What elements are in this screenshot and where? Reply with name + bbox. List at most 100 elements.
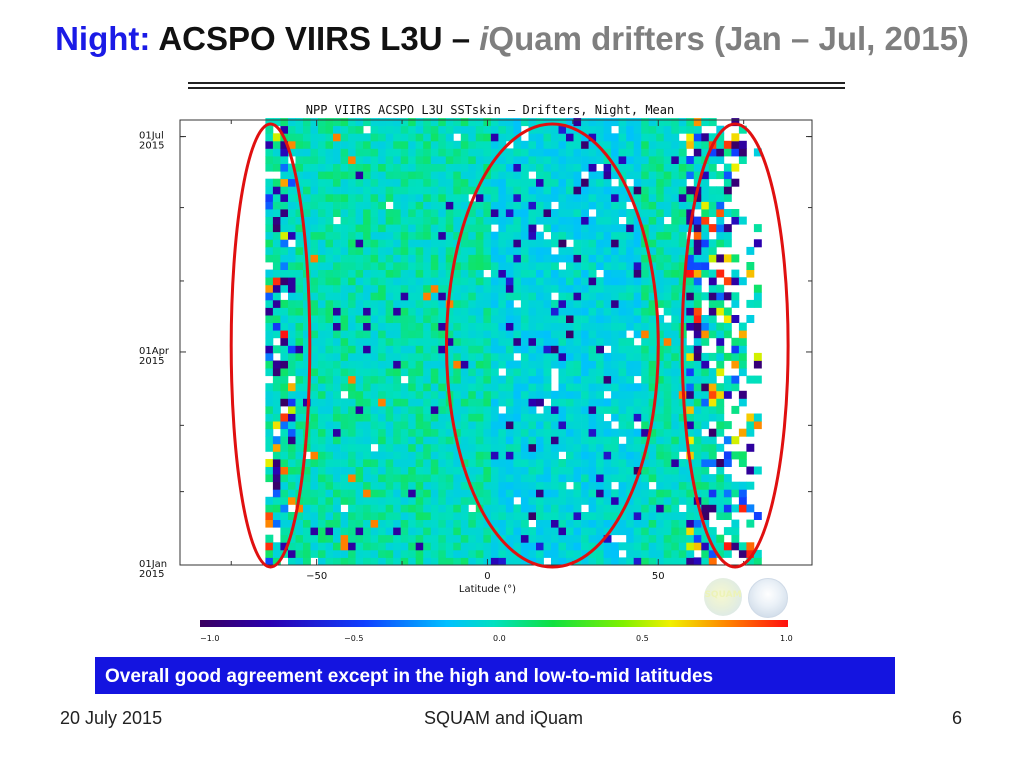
heatmap-cell	[678, 216, 687, 225]
heatmap-cell	[626, 352, 635, 361]
heatmap-cell	[438, 299, 447, 308]
heatmap-cell	[288, 383, 296, 392]
heatmap-cell	[573, 504, 582, 513]
heatmap-cell	[633, 360, 642, 369]
heatmap-cell	[490, 254, 499, 263]
heatmap-cell	[611, 277, 619, 286]
heatmap-cell	[543, 292, 552, 301]
heatmap-cell	[596, 549, 604, 558]
heatmap-cell	[686, 307, 695, 316]
heatmap-cell	[408, 489, 417, 498]
heatmap-cell	[490, 148, 499, 157]
heatmap-cell	[528, 383, 537, 392]
heatmap-cell	[678, 542, 687, 551]
heatmap-cell	[378, 148, 386, 157]
heatmap-cell	[513, 178, 522, 187]
heatmap-cell	[280, 148, 289, 157]
heatmap-cell	[566, 246, 574, 255]
heatmap-cell	[648, 299, 657, 308]
heatmap-cell	[340, 534, 349, 543]
heatmap-cell	[723, 542, 732, 551]
heatmap-cell	[483, 345, 492, 354]
heatmap-cell	[498, 352, 507, 361]
heatmap-cell	[663, 413, 672, 422]
heatmap-cell	[423, 193, 432, 202]
heatmap-cell	[686, 436, 695, 445]
heatmap-cell	[295, 292, 304, 301]
heatmap-cell	[505, 186, 514, 195]
heatmap-cell	[588, 239, 597, 248]
heatmap-cell	[393, 474, 402, 483]
heatmap-cell	[468, 277, 477, 286]
heatmap-cell	[318, 542, 326, 551]
heatmap-cell	[318, 405, 326, 414]
heatmap-cell	[370, 474, 379, 483]
heatmap-cell	[566, 345, 574, 354]
heatmap-cell	[363, 405, 371, 414]
heatmap-cell	[633, 284, 642, 293]
heatmap-cell	[325, 171, 334, 180]
heatmap-cell	[611, 413, 619, 422]
heatmap-cell	[318, 534, 326, 543]
heatmap-cell	[265, 163, 274, 172]
heatmap-cell	[272, 504, 281, 513]
heatmap-cell	[663, 398, 672, 407]
heatmap-cell	[363, 443, 371, 452]
heatmap-cell	[618, 443, 627, 452]
heatmap-cell	[400, 148, 409, 157]
heatmap-cell	[611, 254, 619, 263]
heatmap-cell	[265, 277, 274, 286]
heatmap-cell	[626, 345, 635, 354]
heatmap-cell	[423, 171, 432, 180]
heatmap-cell	[528, 405, 537, 414]
heatmap-cell	[453, 231, 462, 240]
heatmap-cell	[318, 481, 326, 490]
heatmap-cell	[318, 360, 326, 369]
heatmap-cell	[731, 209, 740, 217]
heatmap-cell	[295, 421, 304, 430]
heatmap-cell	[430, 542, 439, 551]
heatmap-cell	[310, 156, 319, 164]
heatmap-cell	[693, 118, 702, 127]
heatmap-cell	[423, 352, 432, 361]
heatmap-cell	[686, 352, 695, 361]
heatmap-cell	[423, 254, 432, 263]
heatmap-cell	[626, 360, 635, 369]
heatmap-cell	[603, 193, 612, 202]
heatmap-cell	[581, 163, 589, 172]
heatmap-cell	[385, 216, 394, 225]
heatmap-cell	[505, 156, 514, 164]
heatmap-cell	[708, 299, 717, 308]
heatmap-cell	[626, 269, 635, 278]
heatmap-cell	[288, 315, 296, 323]
heatmap-cell	[558, 231, 567, 240]
heatmap-cell	[430, 140, 439, 149]
heatmap-cell	[648, 330, 657, 339]
heatmap-cell	[686, 481, 695, 490]
heatmap-cell	[423, 315, 432, 323]
heatmap-cell	[581, 277, 589, 286]
heatmap-cell	[378, 201, 386, 210]
heatmap-cell	[498, 360, 507, 369]
heatmap-cell	[611, 496, 619, 505]
heatmap-cell	[543, 436, 552, 445]
heatmap-cell	[543, 224, 552, 233]
heatmap-cell	[400, 421, 409, 430]
heatmap-cell	[513, 398, 522, 407]
heatmap-cell	[633, 398, 642, 407]
heatmap-cell	[423, 443, 432, 452]
heatmap-cell	[378, 436, 386, 445]
heatmap-cell	[453, 383, 462, 392]
heatmap-cell	[641, 398, 650, 407]
heatmap-cell	[581, 527, 589, 536]
heatmap-cell	[445, 171, 454, 180]
heatmap-cell	[633, 330, 642, 339]
heatmap-cell	[430, 118, 439, 127]
heatmap-cell	[430, 405, 439, 414]
heatmap-cell	[400, 413, 409, 422]
heatmap-cell	[588, 330, 597, 339]
heatmap-cell	[573, 201, 582, 210]
heatmap-cell	[513, 201, 522, 210]
heatmap-cell	[303, 315, 311, 323]
heatmap-cell	[408, 262, 417, 270]
